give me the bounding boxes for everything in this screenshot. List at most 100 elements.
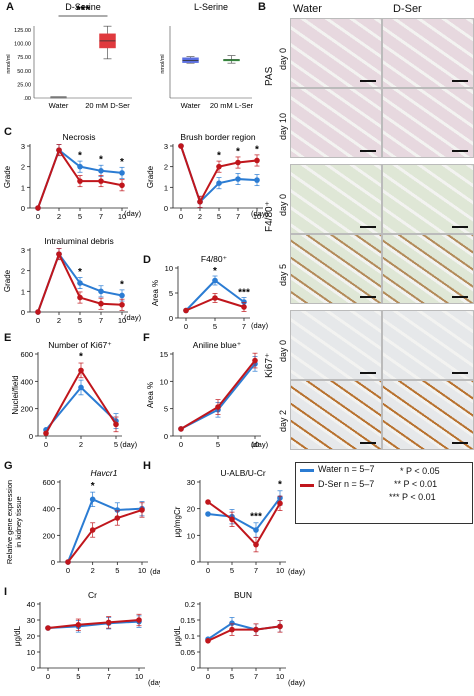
- y-tick-label: 100.00: [14, 42, 31, 48]
- y-axis-label-line: Relative gene expression: [5, 480, 14, 564]
- y-tick-label: 20: [187, 505, 195, 514]
- series-line-water: [67, 498, 143, 563]
- scale-bar: [360, 442, 376, 444]
- stain-label: F4/80⁺: [264, 201, 275, 232]
- data-point: [98, 300, 104, 307]
- data-point: [205, 638, 211, 644]
- data-point: [212, 295, 218, 301]
- chart-i-bun: BUN 0 0.05 0.1 0.15 0.2 0 5 7 10 (day) μg/dL: [160, 588, 310, 691]
- time-label: day 0: [278, 47, 288, 70]
- data-point: [89, 527, 96, 533]
- chart-title: BUN: [234, 590, 252, 600]
- time-label: day 5: [278, 263, 288, 286]
- data-point: [178, 143, 184, 149]
- data-point: [89, 496, 96, 503]
- y-tick-label: 0: [31, 664, 35, 673]
- y-axis-label: μg/dL: [13, 625, 22, 646]
- x-tick-label: 7: [107, 672, 111, 681]
- y-tick-label: 0.1: [185, 632, 195, 641]
- data-point: [241, 304, 247, 310]
- panel-label-d: D: [143, 254, 151, 266]
- data-point: [105, 619, 112, 626]
- significance-marker: *: [120, 279, 124, 290]
- x-tick-label: 7: [99, 316, 103, 325]
- micrograph-image: [382, 234, 474, 304]
- x-tick-label: 2: [57, 316, 61, 325]
- scale-bar: [360, 372, 376, 374]
- column-header-water: Water: [293, 3, 322, 15]
- chart-title: U-ALB/U-Cr: [220, 468, 266, 478]
- x-tick-label: 0: [46, 672, 50, 681]
- y-tick-label: 600: [42, 478, 55, 487]
- micrograph-image: [290, 164, 382, 234]
- micrograph-image: [382, 88, 474, 158]
- y-tick-label: 1: [164, 183, 168, 192]
- data-point: [113, 421, 119, 428]
- y-tick-label: 0: [21, 308, 25, 317]
- x-unit-label: (day): [251, 209, 269, 218]
- x-tick-label: 0: [184, 322, 188, 331]
- data-point: [77, 163, 83, 170]
- data-point: [215, 404, 221, 410]
- x-tick-label: 2: [79, 440, 83, 449]
- x-tick-label: 7: [99, 212, 103, 221]
- x-unit-label: (day): [288, 678, 306, 687]
- y-tick-label: 0.15: [180, 616, 195, 625]
- y-tick-label: 10: [187, 531, 195, 540]
- x-tick-label: 0: [206, 566, 210, 575]
- scale-bar: [452, 372, 468, 374]
- data-point: [35, 205, 41, 211]
- panel-label-e: E: [4, 332, 12, 344]
- x-unit-label: (day): [150, 567, 160, 576]
- y-tick-label: 40: [27, 600, 35, 609]
- data-point: [205, 499, 211, 505]
- significance-marker: *: [217, 151, 221, 162]
- y-tick-label: 1: [21, 183, 25, 192]
- micrograph-image: [290, 88, 382, 158]
- y-axis-label: Grade: [3, 269, 12, 292]
- chart-c-necrosis: Necrosis 0 1 2 3 0 2 5 7 10 (day) Grade * * *: [0, 128, 143, 228]
- panel-label-f: F: [143, 332, 150, 344]
- x-tick-label: 10: [251, 440, 259, 449]
- panel-label-a: A: [6, 1, 14, 13]
- series-line-dser: [67, 509, 143, 563]
- scale-bar: [452, 442, 468, 444]
- category-label: 20 mM D-Ser: [85, 101, 130, 110]
- y-tick-label: 30: [27, 616, 35, 625]
- y-tick-label: 3: [21, 142, 25, 151]
- legend-dser-swatch: [300, 484, 314, 487]
- y-axis-label: Grade: [3, 165, 12, 188]
- chart-i-cr: Cr 0 10 20 30 40 0 5 7 10 (day) μg/dL: [0, 588, 166, 691]
- series-line-dser: [207, 501, 281, 547]
- legend-sig-2: ** P < 0.01: [394, 479, 438, 489]
- y-tick-label: 20: [27, 632, 35, 641]
- y-tick-label: 0: [169, 314, 173, 323]
- time-label: day 0: [278, 193, 288, 216]
- chart-f-aniline: Aniline blue⁺ 0 5 10 15 0 5 10 (day) Area %: [143, 334, 275, 458]
- panel-label-h: H: [143, 460, 151, 472]
- data-point: [235, 176, 241, 182]
- y-tick-label: 0: [21, 204, 25, 213]
- significance-marker: ***: [250, 512, 262, 523]
- y-axis-label-line: in kidney tissue: [14, 496, 23, 547]
- chart-c-debris: Intraluminal debris 0 1 2 3 0 2 5 7 10 (day) Grade *…: [0, 232, 143, 332]
- legend-dser-label: D-Ser n = 5–7: [318, 479, 375, 489]
- data-point: [216, 180, 222, 186]
- data-point: [183, 307, 189, 314]
- y-axis-label: nmol/ml: [160, 54, 166, 73]
- x-tick-label: 5: [217, 212, 221, 221]
- series-line-dser: [207, 625, 281, 642]
- x-unit-label: (day): [124, 313, 142, 322]
- legend-sig-3: *** P < 0.01: [389, 492, 436, 502]
- y-tick-label: 10: [160, 377, 168, 386]
- y-axis-label: nmol/ml: [6, 54, 12, 73]
- time-label: day 0: [278, 339, 288, 362]
- y-tick-label: 5: [169, 289, 173, 298]
- significance-marker: *: [236, 146, 240, 157]
- y-tick-label: 600: [20, 350, 33, 359]
- x-unit-label: (day): [288, 567, 306, 576]
- legend-water-label: Water n = 5–7: [318, 464, 375, 474]
- data-point: [277, 623, 283, 630]
- x-tick-label: 10: [276, 672, 284, 681]
- data-point: [43, 430, 49, 437]
